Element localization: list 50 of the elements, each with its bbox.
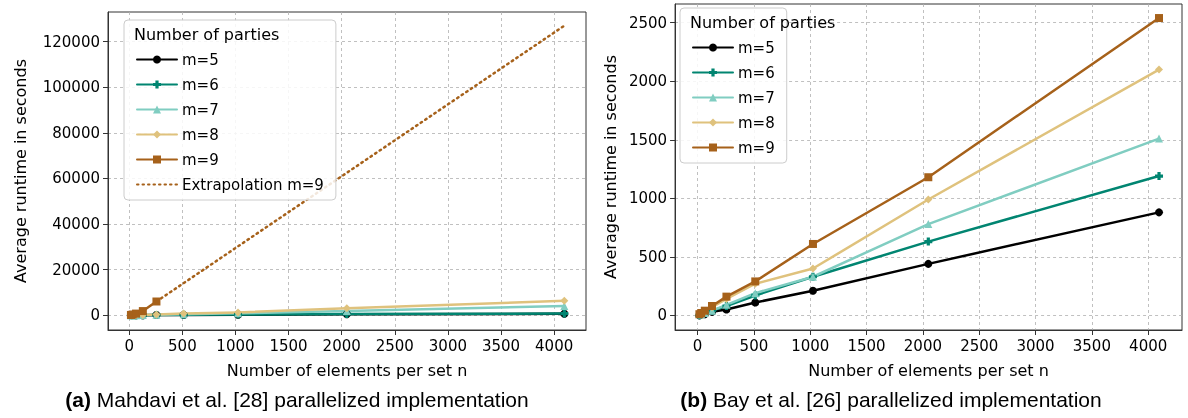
y-axis-title: Average runtime in seconds: [10, 59, 30, 283]
x-tick-label: 3000: [1016, 336, 1055, 355]
x-tick-label: 1500: [269, 336, 308, 355]
x-tick-label: 500: [168, 336, 197, 355]
y-tick-label: 2500: [628, 13, 668, 32]
x-tick-label: 3500: [1072, 336, 1111, 355]
x-tick-label: 4000: [535, 336, 574, 355]
y-tick-label: 2000: [628, 72, 668, 91]
y-axis-title: Average runtime in seconds: [600, 55, 620, 279]
y-tick-label: 20000: [52, 260, 100, 279]
x-tick-label: 3500: [481, 336, 521, 355]
y-tick-label: 80000: [52, 123, 100, 142]
y-tick-label: 1000: [628, 189, 668, 208]
legend-label: m=9: [738, 138, 775, 157]
x-tick-label: 3000: [428, 336, 467, 355]
y-tick-label: 100000: [42, 78, 100, 97]
legend-label: m=7: [738, 88, 775, 107]
x-tick-label: 500: [739, 336, 769, 355]
x-axis-title: Number of elements per set n: [808, 360, 1049, 380]
legend-label: m=5: [738, 38, 775, 57]
text: (b) Bay et al. [26] parallelized implementation: [680, 388, 1102, 411]
legend-title: Number of parties: [690, 12, 836, 32]
y-tick-label: 500: [638, 247, 668, 266]
x-tick-label: 1500: [847, 336, 886, 355]
x-tick-label: 2000: [322, 336, 361, 355]
x-tick-label: 2500: [375, 336, 414, 355]
y-tick-label: 0: [90, 306, 100, 325]
text: (a) Mahdavi et al. [28] parallelized implementation: [65, 388, 529, 411]
x-axis-title: Number of elements per set n: [226, 360, 468, 380]
x-tick-label: 4000: [1129, 336, 1168, 355]
legend-label: m=6: [738, 63, 775, 82]
legend-label: m=8: [738, 113, 775, 132]
x-tick-label: 1000: [791, 336, 830, 355]
y-tick-label: 1500: [628, 130, 668, 149]
x-tick-label: 0: [124, 336, 135, 355]
y-tick-label: 120000: [42, 32, 100, 51]
y-tick-label: 0: [657, 306, 668, 325]
legend-label: m=7: [182, 100, 219, 119]
legend-label: m=8: [182, 125, 219, 144]
legend-label: m=6: [182, 75, 219, 94]
legend-label: Extrapolation m=9: [182, 175, 324, 194]
legend-label: m=5: [182, 50, 219, 69]
x-tick-label: 2000: [903, 336, 942, 355]
y-tick-label: 60000: [52, 169, 100, 188]
legend-label: m=9: [182, 150, 219, 169]
x-tick-label: 1000: [216, 336, 255, 355]
x-tick-label: 2500: [960, 336, 999, 355]
y-tick-label: 40000: [52, 215, 100, 233]
x-tick-label: 0: [692, 336, 703, 355]
legend-title: Number of parties: [134, 24, 280, 44]
